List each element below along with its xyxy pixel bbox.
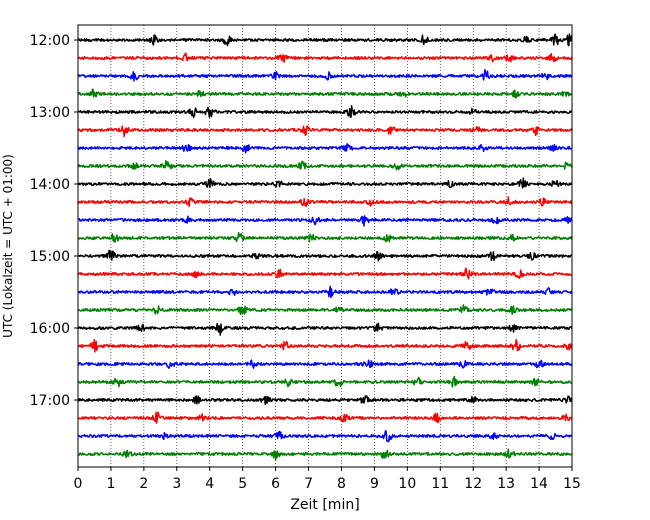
trace-waveform <box>77 285 573 299</box>
trace-waveform <box>77 52 573 63</box>
x-axis-title: Zeit [min] <box>290 497 359 513</box>
x-tick-label: 11 <box>431 476 449 492</box>
trace-waveform <box>77 143 573 154</box>
x-tick-label: 8 <box>337 476 346 492</box>
trace-16:15 <box>77 338 573 353</box>
trace-waveform <box>77 375 573 388</box>
y-axis-title: UTC (Lokalzeit = UTC + 01:00) <box>1 154 15 338</box>
y-tick-label: 16:00 <box>30 321 70 337</box>
y-tick-label: 17:00 <box>30 393 70 409</box>
trace-waveform <box>77 304 573 316</box>
trace-15:45 <box>77 304 573 316</box>
trace-14:00 <box>77 177 573 189</box>
trace-17:45 <box>77 448 573 461</box>
plot-area-frame <box>77 24 573 468</box>
x-tick-label: 2 <box>139 476 148 492</box>
x-tick-label: 0 <box>74 476 83 492</box>
y-axis-ticks: 12:00 13:00 14:00 15:00 16:00 17:00 <box>30 33 78 409</box>
trace-waveform <box>77 231 573 243</box>
trace-14:15 <box>77 196 573 208</box>
trace-waveform <box>77 125 573 138</box>
y-tick-label: 12:00 <box>30 33 70 49</box>
trace-14:30 <box>77 215 573 227</box>
y-tick-label: 14:00 <box>30 177 70 193</box>
trace-waveform <box>77 411 573 424</box>
trace-waveform <box>77 322 573 336</box>
seismogram-traces <box>77 33 573 461</box>
x-tick-label: 15 <box>563 476 581 492</box>
trace-waveform <box>77 33 573 47</box>
trace-15:30 <box>77 285 573 299</box>
trace-17:15 <box>77 411 573 424</box>
trace-17:30 <box>77 430 573 443</box>
trace-16:30 <box>77 359 573 369</box>
x-tick-label: 4 <box>205 476 214 492</box>
trace-16:00 <box>77 322 573 336</box>
trace-waveform <box>77 338 573 353</box>
trace-waveform <box>77 160 573 171</box>
trace-waveform <box>77 267 573 280</box>
trace-17:00 <box>77 395 573 406</box>
trace-waveform <box>77 69 573 82</box>
trace-13:15 <box>77 125 573 138</box>
x-tick-label: 13 <box>497 476 515 492</box>
trace-15:15 <box>77 267 573 280</box>
x-tick-label: 7 <box>304 476 313 492</box>
trace-13:00 <box>77 105 573 118</box>
x-tick-label: 14 <box>530 476 548 492</box>
trace-13:30 <box>77 143 573 154</box>
trace-waveform <box>77 105 573 118</box>
y-tick-label: 13:00 <box>30 105 70 121</box>
trace-waveform <box>77 215 573 227</box>
trace-waveform <box>77 359 573 369</box>
x-tick-label: 1 <box>106 476 115 492</box>
x-tick-label: 12 <box>464 476 482 492</box>
trace-waveform <box>77 448 573 461</box>
trace-14:45 <box>77 231 573 243</box>
trace-12:15 <box>77 52 573 63</box>
x-tick-label: 9 <box>370 476 379 492</box>
trace-waveform <box>77 430 573 443</box>
trace-waveform <box>77 88 573 99</box>
trace-waveform <box>77 249 573 262</box>
x-axis-ticks: 0 1 2 3 4 5 6 7 8 9 10 11 12 13 14 15 <box>74 467 581 492</box>
trace-12:00 <box>77 33 573 47</box>
trace-waveform <box>77 177 573 189</box>
trace-13:45 <box>77 160 573 171</box>
trace-12:45 <box>77 88 573 99</box>
trace-16:45 <box>77 375 573 388</box>
trace-12:30 <box>77 69 573 82</box>
trace-waveform <box>77 196 573 208</box>
x-tick-label: 3 <box>172 476 181 492</box>
y-tick-label: 15:00 <box>30 249 70 265</box>
x-tick-label: 6 <box>271 476 280 492</box>
x-tick-label: 10 <box>398 476 416 492</box>
x-tick-label: 5 <box>238 476 247 492</box>
trace-15:00 <box>77 249 573 262</box>
trace-waveform <box>77 395 573 406</box>
